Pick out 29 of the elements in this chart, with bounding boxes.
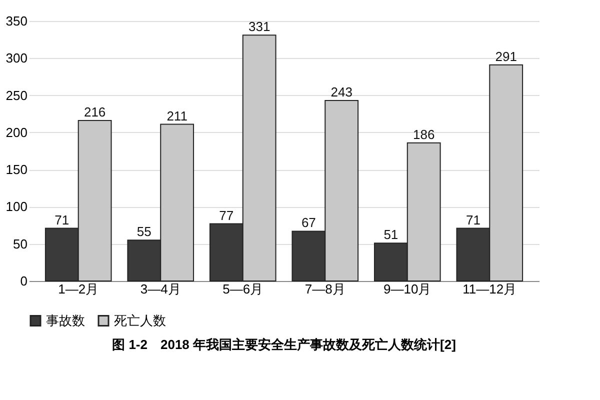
data-label: 216 xyxy=(84,104,106,120)
y-tick-label: 0 xyxy=(20,274,28,288)
data-label: 211 xyxy=(166,108,188,124)
data-label: 291 xyxy=(495,48,517,64)
y-tick-label: 200 xyxy=(6,124,28,140)
y-tick-label: 50 xyxy=(13,236,28,252)
y-tick-label: 150 xyxy=(6,162,28,178)
data-label: 186 xyxy=(412,126,435,142)
data-label: 67 xyxy=(301,215,316,230)
y-tick-label: 250 xyxy=(6,88,28,103)
legend-label: 事故数 xyxy=(46,312,85,328)
x-tick-label: 5—6月 xyxy=(222,282,264,296)
x-tick-label: 11—12月 xyxy=(462,282,517,296)
data-label: 55 xyxy=(136,224,152,240)
data-label: 51 xyxy=(384,227,398,242)
data-label: 77 xyxy=(219,208,234,223)
x-tick-label: 9—10月 xyxy=(384,282,432,296)
x-tick-label: 3—4月 xyxy=(140,282,181,296)
data-label: 243 xyxy=(330,84,352,100)
y-tick-label: 350 xyxy=(6,14,28,28)
y-tick-label: 300 xyxy=(6,50,28,66)
data-label: 71 xyxy=(54,212,70,228)
data-label: 331 xyxy=(248,19,270,34)
x-tick-label: 7—8月 xyxy=(304,282,346,296)
x-tick-label: 1—2月 xyxy=(58,282,99,296)
text: 图 1-2 2018 年我国主要安全生产事故数及死亡人数统计[2] xyxy=(112,337,456,352)
data-label: 71 xyxy=(466,212,480,228)
y-tick-label: 100 xyxy=(6,199,28,214)
legend-label: 死亡人数 xyxy=(114,312,166,328)
